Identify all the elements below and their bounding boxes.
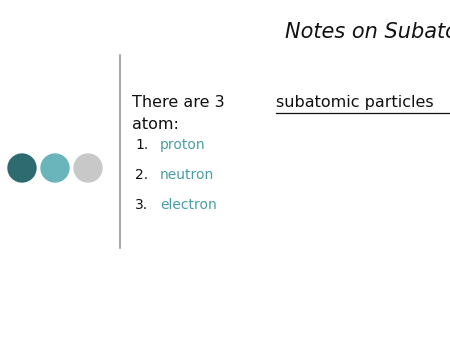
Circle shape: [8, 154, 36, 182]
Text: 3.: 3.: [135, 198, 148, 212]
Text: 1.: 1.: [135, 138, 148, 152]
Text: There are 3: There are 3: [132, 95, 230, 110]
Text: 2.: 2.: [135, 168, 148, 182]
Text: neutron: neutron: [160, 168, 214, 182]
Circle shape: [41, 154, 69, 182]
Text: atom:: atom:: [132, 117, 179, 132]
Text: electron: electron: [160, 198, 217, 212]
Text: Notes on Subatomic Particles: Notes on Subatomic Particles: [285, 22, 450, 42]
Circle shape: [74, 154, 102, 182]
Text: subatomic particles: subatomic particles: [276, 95, 439, 110]
Text: proton: proton: [160, 138, 206, 152]
